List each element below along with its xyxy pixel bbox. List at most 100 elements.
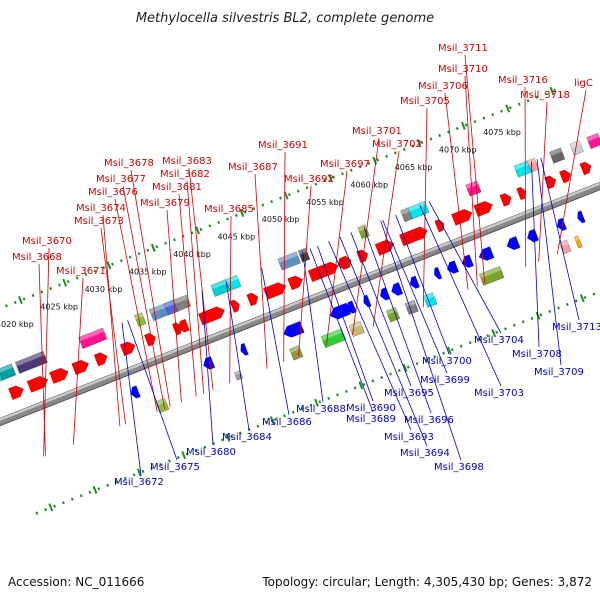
reverse-gene-arrow	[130, 385, 141, 399]
gene-label: Msil_3668	[12, 252, 62, 263]
reverse-gene-arrow	[409, 275, 421, 289]
tick-minor	[287, 193, 291, 197]
tick-minor	[230, 435, 233, 439]
reverse-feature-box-shine	[423, 292, 435, 301]
gene-label: Msil_3699	[420, 375, 470, 386]
forward-feature-box-shine	[0, 363, 14, 373]
tick-minor	[504, 327, 507, 331]
tick-minor	[194, 448, 198, 453]
tick-minor	[84, 273, 88, 277]
forward-gene-arrow	[337, 256, 349, 270]
tick-minor	[176, 455, 180, 460]
tick-minor	[305, 186, 309, 190]
tick-minor	[415, 362, 419, 366]
gene-label: Msil_3675	[150, 462, 200, 473]
gene-label: Msil_3691	[258, 140, 308, 151]
gene-leader-line	[350, 232, 412, 387]
tick-major	[150, 243, 156, 252]
gene-leader-line	[538, 101, 548, 262]
tick-minor	[327, 396, 331, 400]
gene-leader-line	[102, 214, 121, 427]
reverse-feature-box-shine	[234, 370, 241, 376]
gene-leader-line	[352, 137, 380, 335]
tick-minor	[464, 123, 468, 127]
gene-leader-line	[309, 248, 374, 413]
forward-feature-box-shine	[164, 300, 175, 308]
tick-minor	[97, 487, 101, 491]
reverse-gene-arrow	[240, 342, 249, 356]
tick-minor	[300, 407, 304, 411]
gene-label: Msil_3710	[438, 64, 488, 75]
tick-minor	[539, 313, 543, 317]
gene-leader-line	[556, 89, 587, 255]
tick-minor	[141, 469, 145, 473]
forward-gene-arrow	[434, 219, 445, 233]
tick-minor	[296, 189, 300, 193]
tick-minor	[234, 213, 238, 218]
reverse-gene-arrow	[434, 266, 443, 280]
tick-minor	[168, 459, 171, 463]
tick-major	[491, 329, 497, 338]
forward-feature-box-shine	[400, 207, 410, 215]
tick-minor	[185, 452, 189, 456]
tick-minor	[226, 217, 229, 221]
tick-minor	[106, 483, 110, 487]
tick-minor	[49, 286, 53, 291]
gene-label: Msil_3692	[284, 174, 334, 185]
gene-label: Msil_3696	[404, 415, 454, 426]
reverse-gene-arrow	[391, 282, 404, 296]
tick-minor	[132, 473, 136, 477]
gene-leader-line	[225, 281, 250, 431]
forward-gene-arrow	[177, 318, 190, 333]
tick-minor	[203, 445, 207, 449]
gene-leader-line	[444, 92, 469, 290]
forward-feature-box-shine	[465, 180, 479, 190]
tick-minor	[332, 175, 335, 179]
forward-gene-arrow	[451, 208, 473, 226]
gene-leader-line	[73, 277, 84, 445]
tick-minor	[102, 266, 106, 270]
gene-label: Msil_3677	[96, 174, 146, 185]
tick-minor	[164, 241, 167, 245]
forward-gene-arrow	[93, 352, 108, 367]
tick-minor	[314, 182, 318, 186]
gene-leader-line	[540, 157, 580, 321]
forward-gene-arrow	[246, 292, 259, 307]
tick-minor	[473, 120, 477, 124]
forward-gene-arrow	[579, 161, 592, 176]
tick-minor	[62, 501, 65, 505]
tick-minor	[238, 431, 242, 435]
tick-minor	[208, 224, 212, 228]
gene-leader-line	[130, 169, 171, 407]
gene-label: Msil_3701	[352, 126, 402, 137]
tick-minor	[530, 316, 534, 320]
gene-label: Msil_3697	[320, 159, 370, 170]
gene-label: Msil_3672	[114, 477, 164, 488]
gene-label: Msil_3703	[474, 388, 524, 399]
tick-minor	[44, 508, 48, 512]
forward-feature-box-shine	[277, 251, 298, 263]
forward-feature-box	[569, 140, 584, 156]
tick-minor	[13, 300, 17, 304]
gene-leader-line	[326, 170, 348, 346]
tick-major	[314, 398, 319, 407]
reverse-gene-arrow	[283, 320, 305, 338]
tick-major	[195, 226, 200, 235]
tick-minor	[309, 403, 313, 407]
gene-leader-line	[254, 173, 268, 369]
kbp-tick-label: 4025 kbp	[40, 302, 78, 311]
tick-minor	[482, 116, 486, 120]
gene-label: Msil_3690	[346, 403, 396, 414]
tick-major	[239, 208, 245, 218]
reverse-gene-arrow	[478, 246, 495, 261]
gene-label: Msil_3716	[498, 75, 548, 86]
tick-minor	[512, 323, 516, 327]
gene-label: Msil_3681	[152, 182, 202, 193]
reverse-gene-arrow	[363, 294, 372, 308]
reverse-feature-box-shine	[289, 345, 301, 353]
forward-gene-arrow	[473, 200, 493, 218]
tick-minor	[583, 295, 587, 300]
tick-major	[106, 261, 112, 270]
gene-leader-line	[122, 185, 165, 409]
tick-major	[549, 86, 555, 96]
